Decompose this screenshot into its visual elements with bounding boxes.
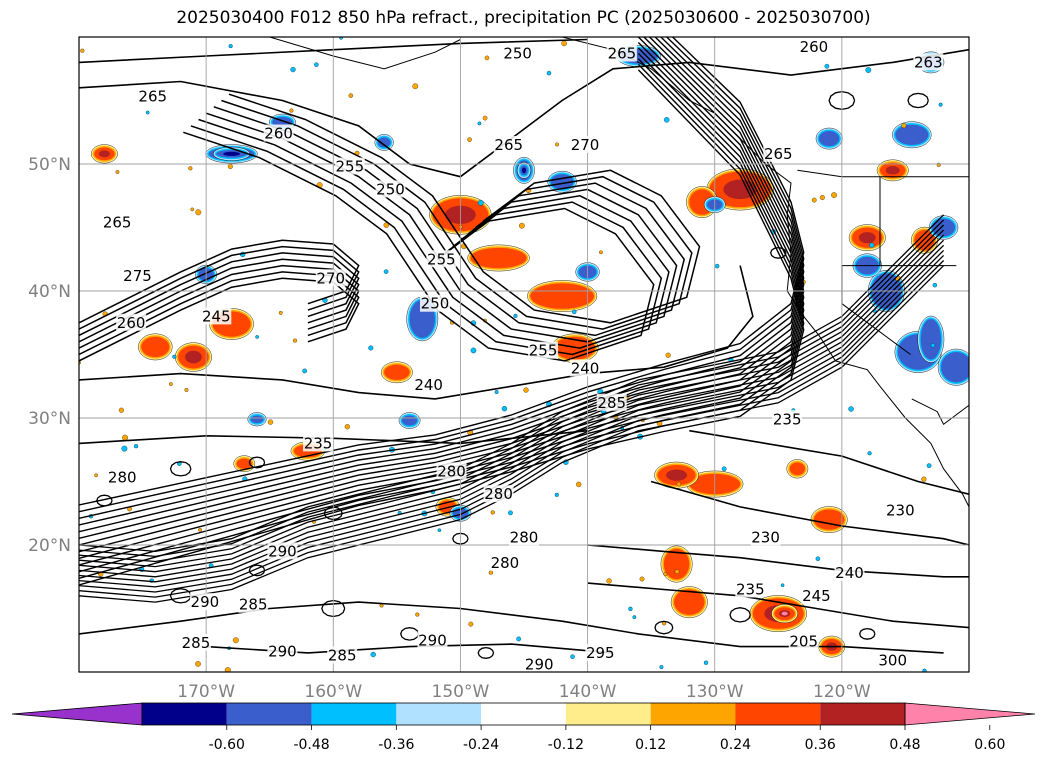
- colorbar: -0.60 -0.48 -0.36 -0.24 -0.12 0.12 0.24 0.36 0.4…: [11, 702, 1036, 753]
- contour-label: 285: [328, 646, 357, 664]
- colorbar-tick-label: 0.36: [805, 737, 836, 753]
- contour-label: 240: [835, 564, 864, 582]
- contour-label: 230: [751, 528, 780, 546]
- contour-label: 245: [202, 307, 231, 325]
- contour-label: 250: [421, 295, 450, 313]
- contour-labels: 265 260 255 250 265 275 270 255 250 260 245 250 265 2…: [102, 38, 944, 673]
- contour-label: 263: [914, 53, 943, 71]
- contour-label: 265: [764, 145, 793, 163]
- map-panel: 265 260 255 250 265 275 270 255 250 260 245 250 265 2…: [79, 37, 969, 673]
- colorbar-segment: [396, 703, 482, 725]
- colorbar-segment: [735, 703, 821, 725]
- colorbar-extend-low: [11, 702, 143, 726]
- contour-label: 295: [586, 644, 615, 662]
- contour-label: 255: [529, 342, 558, 360]
- contour-label: 280: [437, 462, 466, 480]
- contour-label: 265: [103, 213, 132, 231]
- colorbar-extend-high: [904, 702, 1036, 726]
- colorbar-tick-label: -0.36: [378, 737, 414, 753]
- map-title: 2025030400 F012 850 hPa refract., precip…: [176, 8, 871, 28]
- contour-label: 255: [427, 250, 456, 268]
- contour-label: 255: [335, 158, 364, 176]
- colorbar-tick-label: -0.12: [548, 737, 584, 753]
- contour-label: 280: [510, 528, 539, 546]
- longitude-tick-label: 150°W: [432, 682, 490, 702]
- contour-label: 230: [886, 502, 915, 520]
- longitude-tick-label: 140°W: [559, 682, 617, 702]
- contour-label: 260: [800, 38, 829, 56]
- colorbar-segment: [481, 703, 566, 725]
- colorbar-segment: [650, 703, 736, 725]
- contour-label: 280: [108, 469, 137, 487]
- contour-label: 290: [268, 643, 297, 661]
- longitude-tick-label: 130°W: [686, 682, 744, 702]
- contour-label: 240: [414, 376, 443, 394]
- colorbar-tick-label: -0.60: [209, 737, 245, 753]
- contour-label: 290: [418, 631, 447, 649]
- contour-label: 290: [191, 593, 220, 611]
- latitude-tick-label: 50°N: [28, 155, 71, 175]
- contour-label: 285: [597, 394, 626, 412]
- contour-label: 270: [571, 136, 600, 154]
- contour-label: 235: [304, 434, 333, 452]
- colorbar-tick-label: 0.12: [635, 737, 666, 753]
- colorbar-tick-label: 0.24: [720, 737, 751, 753]
- latitude-tick-labels: 20°N 30°N 40°N 50°N: [28, 155, 71, 556]
- contour-label: 235: [773, 410, 802, 428]
- colorbar-segment: [142, 703, 227, 725]
- contour-label: 290: [525, 655, 554, 673]
- contour-label: 280: [491, 554, 520, 572]
- colorbar-tick-label: -0.24: [463, 737, 499, 753]
- contour-label: 250: [376, 180, 405, 198]
- colorbar-tick-label: -0.48: [293, 737, 329, 753]
- longitude-tick-labels: 170°W 160°W 150°W 140°W 130°W 120°W: [177, 682, 871, 702]
- contour-label: 235: [736, 580, 765, 598]
- contour-label: 280: [484, 485, 513, 503]
- contour-label: 275: [123, 267, 152, 285]
- contour-label: 265: [138, 88, 167, 106]
- contour-label: 205: [789, 633, 818, 651]
- contour-label: 260: [117, 314, 146, 332]
- contour-label: 265: [494, 136, 523, 154]
- latitude-tick-label: 20°N: [28, 536, 71, 556]
- colorbar-tick-label: 0.48: [889, 737, 920, 753]
- latitude-tick-label: 30°N: [28, 409, 71, 429]
- colorbar-tick-label: 0.60: [974, 737, 1005, 753]
- contour-label: 270: [316, 269, 345, 287]
- contour-label: 245: [802, 587, 831, 605]
- colorbar-segment: [311, 703, 397, 725]
- contour-label: 300: [878, 652, 907, 670]
- contour-label: 250: [503, 45, 532, 63]
- contour-label: 240: [571, 359, 600, 377]
- contour-label: 260: [264, 125, 293, 143]
- contour-label: 290: [268, 542, 297, 560]
- colorbar-segment: [820, 703, 905, 725]
- contour-label: 285: [239, 596, 268, 614]
- longitude-tick-label: 120°W: [813, 682, 871, 702]
- latitude-tick-label: 40°N: [28, 282, 71, 302]
- map-frame: [78, 36, 970, 673]
- contour-label: 285: [182, 634, 211, 652]
- colorbar-segment: [565, 703, 651, 725]
- contour-label: 265: [608, 45, 637, 63]
- colorbar-segment: [226, 703, 312, 725]
- longitude-tick-label: 160°W: [304, 682, 362, 702]
- longitude-tick-label: 170°W: [177, 682, 235, 702]
